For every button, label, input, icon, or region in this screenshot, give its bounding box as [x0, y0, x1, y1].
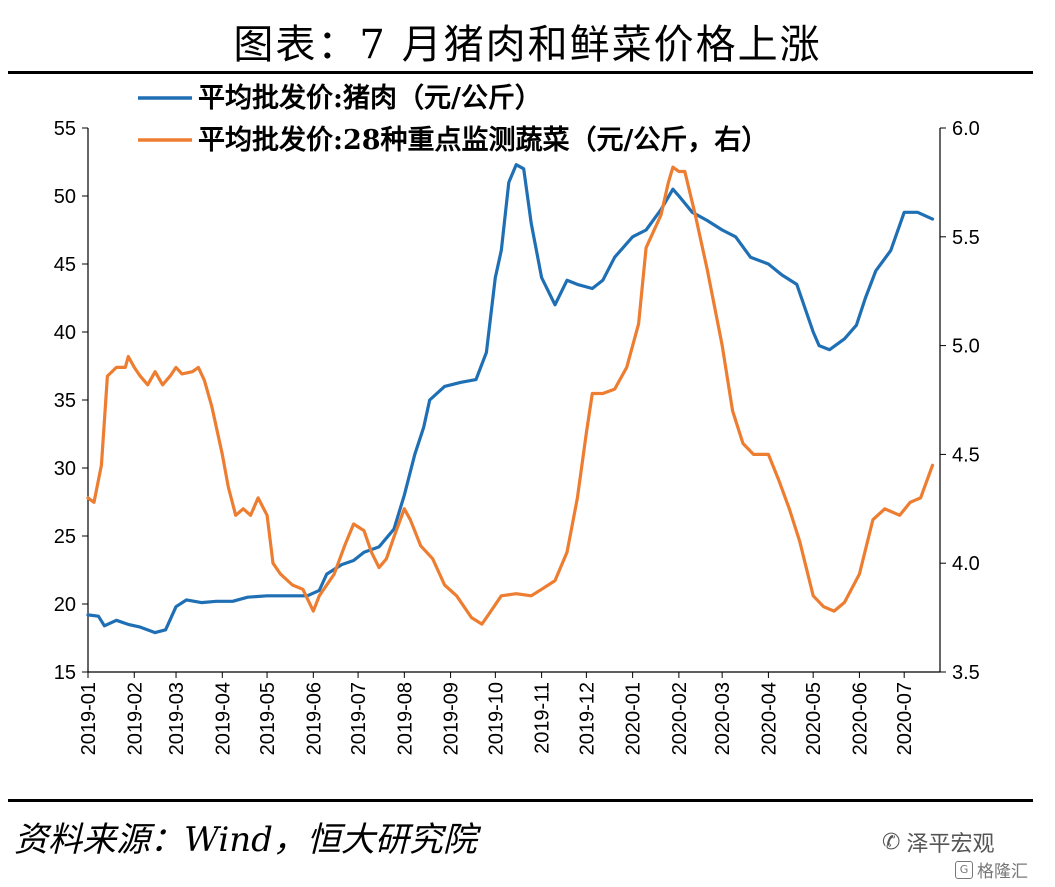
- x-tick-label: 2019-08: [394, 682, 416, 755]
- y-right-tick-label: 4.0: [952, 553, 980, 575]
- series-lines: [86, 163, 935, 635]
- tick-labels: 15 20 25 30 35 40 45 50 55 3.5 4.0 4.5 5.0 5.5 6.0 2019…: [54, 118, 980, 755]
- chart-title: 图表：7 月猪肉和鲜菜价格上涨: [233, 22, 822, 68]
- y-right-tick-label: 5.0: [952, 336, 980, 358]
- y-left-tick-label: 20: [54, 594, 76, 616]
- y-left-tick-label: 45: [54, 254, 76, 276]
- x-tick-label: 2019-03: [166, 682, 188, 755]
- x-tick-label: 2019-10: [485, 682, 507, 755]
- x-tick-label: 2019-02: [124, 682, 146, 755]
- watermark: ✆ 泽平宏观: [882, 826, 994, 858]
- x-tick-label: 2019-12: [576, 682, 598, 755]
- y-right-tick-label: 3.5: [952, 662, 980, 684]
- x-tick-label: 2019-05: [257, 682, 279, 755]
- x-tick-label: 2019-07: [348, 682, 370, 755]
- y-left-tick-label: 40: [54, 322, 76, 344]
- wechat-icon: ✆: [882, 829, 901, 855]
- logo-mark-icon: G: [955, 860, 973, 879]
- legend-label: 平均批发价:猪肉（元/公斤）: [198, 82, 542, 114]
- x-tick-label: 2020-01: [623, 682, 645, 755]
- y-left-tick-label: 30: [54, 458, 76, 480]
- title-rule: [8, 71, 1033, 74]
- vegetable-price-line: [86, 165, 935, 626]
- y-left-tick-label: 25: [54, 526, 76, 548]
- y-right-tick-label: 6.0: [952, 118, 980, 140]
- logo: G 格隆汇: [955, 857, 1028, 882]
- y-left-tick-label: 55: [54, 118, 76, 140]
- logo-text: 格隆汇: [977, 862, 1028, 882]
- y-right-tick-label: 5.5: [952, 227, 980, 249]
- pork-price-line: [86, 163, 935, 635]
- watermark-text: 泽平宏观: [906, 832, 995, 857]
- y-left-tick-label: 35: [54, 390, 76, 412]
- x-tick-label: 2019-11: [532, 682, 554, 754]
- chart-canvas: 15 20 25 30 35 40 45 50 55 3.5 4.0 4.5 5.0 5.5 6.0 2019…: [54, 82, 980, 755]
- x-tick-label: 2019-09: [441, 682, 463, 755]
- legend: 平均批发价:猪肉（元/公斤） 平均批发价:28种重点监测蔬菜（元/公斤，右）: [138, 82, 768, 156]
- y-left-tick-label: 15: [54, 662, 76, 684]
- x-tick-label: 2019-04: [212, 682, 234, 755]
- y-right-tick-label: 4.5: [952, 444, 980, 466]
- x-tick-label: 2020-04: [758, 682, 780, 755]
- x-tick-label: 2020-06: [849, 682, 871, 755]
- y-left-tick-label: 50: [54, 186, 76, 208]
- x-tick-label: 2019-01: [78, 682, 100, 755]
- x-tick-label: 2019-06: [303, 682, 325, 755]
- source-rule: [8, 799, 1033, 802]
- x-tick-label: 2020-07: [894, 682, 916, 755]
- legend-label: 平均批发价:28种重点监测蔬菜（元/公斤，右）: [198, 124, 768, 156]
- source-note: 资料来源：Wind，恒大研究院: [14, 820, 477, 860]
- x-tick-label: 2020-02: [669, 682, 691, 755]
- axes: [82, 127, 946, 678]
- x-tick-label: 2020-05: [803, 682, 825, 755]
- x-tick-label: 2020-03: [712, 682, 734, 755]
